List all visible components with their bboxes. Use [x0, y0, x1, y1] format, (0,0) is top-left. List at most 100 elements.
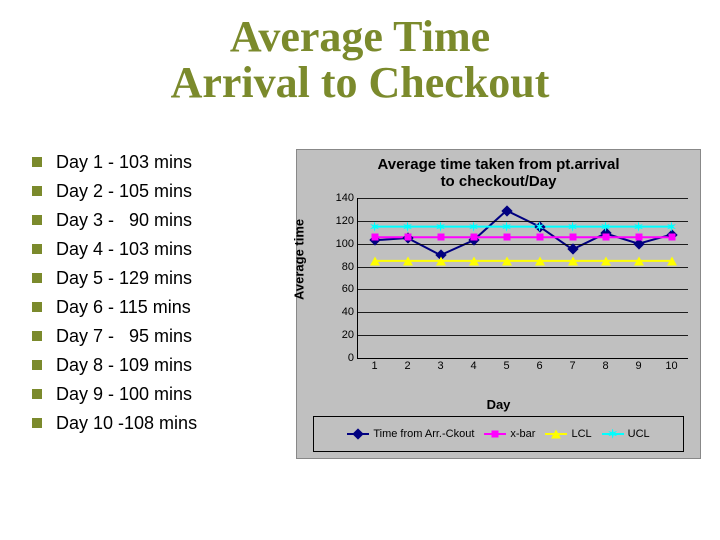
- square-marker-icon: [503, 234, 510, 241]
- bullet-marker-icon: [32, 215, 42, 225]
- x-marker-icon: ✶: [402, 223, 412, 231]
- data-point: [503, 234, 510, 241]
- legend-swatch: [347, 429, 369, 439]
- data-point: [601, 256, 611, 265]
- square-marker-icon: [668, 234, 675, 241]
- data-point: ✶: [534, 223, 544, 231]
- data-point: [635, 234, 642, 241]
- chart-y-axis-label: Average time: [292, 219, 307, 300]
- legend-swatch: [484, 429, 506, 439]
- list-item: Day 8 - 109 mins: [32, 355, 282, 376]
- chart-x-axis-label: Day: [297, 397, 700, 412]
- diamond-marker-icon: [353, 428, 364, 439]
- x-marker-icon: ✶: [369, 223, 379, 231]
- series-line: [375, 211, 672, 256]
- square-marker-icon: [404, 234, 411, 241]
- gridline: [358, 198, 688, 199]
- x-marker-icon: ✶: [633, 223, 643, 231]
- y-tick-label: 40: [342, 306, 358, 318]
- list-item-label: Day 4 - 103 mins: [56, 239, 192, 260]
- legend-item: x-bar: [484, 428, 535, 440]
- square-marker-icon: [470, 234, 477, 241]
- triangle-marker-icon: [634, 256, 644, 265]
- chart-title: Average time taken from pt.arrivalto che…: [297, 156, 700, 191]
- list-item: Day 3 - 90 mins: [32, 210, 282, 231]
- data-point: [503, 207, 511, 215]
- x-marker-icon: ✶: [501, 223, 511, 231]
- gridline: [358, 335, 688, 336]
- x-tick-label: 10: [665, 358, 677, 372]
- x-marker-icon: ✶: [600, 223, 610, 231]
- list-item: Day 5 - 129 mins: [32, 268, 282, 289]
- gridline: [358, 289, 688, 290]
- page-title: Average TimeArrival to Checkout: [0, 14, 720, 106]
- legend-swatch: ✶: [602, 429, 624, 439]
- square-marker-icon: [371, 234, 378, 241]
- square-marker-icon: [635, 234, 642, 241]
- x-marker-icon: ✶: [534, 223, 544, 231]
- legend-label: UCL: [628, 428, 650, 440]
- data-point: [437, 234, 444, 241]
- triangle-marker-icon: [535, 256, 545, 265]
- data-point: [404, 234, 411, 241]
- diamond-marker-icon: [567, 244, 578, 255]
- x-tick-label: 4: [470, 358, 476, 372]
- gridline: [358, 267, 688, 268]
- legend-item: Time from Arr.-Ckout: [347, 428, 474, 440]
- square-marker-icon: [569, 234, 576, 241]
- x-tick-label: 2: [404, 358, 410, 372]
- list-item-label: Day 2 - 105 mins: [56, 181, 192, 202]
- triangle-marker-icon: [568, 256, 578, 265]
- list-item-label: Day 3 - 90 mins: [56, 210, 192, 231]
- data-point: ✶: [633, 223, 643, 231]
- triangle-marker-icon: [370, 256, 380, 265]
- data-point: ✶: [567, 223, 577, 231]
- x-tick-label: 6: [536, 358, 542, 372]
- data-point: [569, 245, 577, 253]
- chart-legend: Time from Arr.-Ckout x-bar LCL ✶ UCL: [313, 416, 684, 452]
- data-point: [403, 256, 413, 265]
- square-marker-icon: [492, 431, 499, 438]
- data-point: [569, 234, 576, 241]
- triangle-marker-icon: [502, 256, 512, 265]
- y-tick-label: 20: [342, 329, 358, 341]
- list-item-label: Day 10 -108 mins: [56, 413, 197, 434]
- triangle-marker-icon: [551, 430, 561, 439]
- y-tick-label: 0: [348, 352, 358, 364]
- data-point: ✶: [600, 223, 610, 231]
- list-item: Day 2 - 105 mins: [32, 181, 282, 202]
- data-point: [469, 256, 479, 265]
- x-tick-label: 9: [635, 358, 641, 372]
- data-point: ✶: [435, 223, 445, 231]
- data-point: [502, 256, 512, 265]
- bullet-marker-icon: [32, 244, 42, 254]
- list-item-label: Day 6 - 115 mins: [56, 297, 191, 318]
- legend-swatch: [545, 429, 567, 439]
- legend-label: LCL: [571, 428, 591, 440]
- data-point: ✶: [402, 223, 412, 231]
- data-point: [635, 240, 643, 248]
- y-tick-label: 100: [336, 238, 358, 250]
- list-item-label: Day 1 - 103 mins: [56, 152, 192, 173]
- list-item: Day 1 - 103 mins: [32, 152, 282, 173]
- list-item: Day 10 -108 mins: [32, 413, 282, 434]
- y-tick-label: 60: [342, 283, 358, 295]
- x-marker-icon: ✶: [608, 430, 618, 438]
- bullet-marker-icon: [32, 331, 42, 341]
- data-point: ✶: [501, 223, 511, 231]
- list-item-label: Day 5 - 129 mins: [56, 268, 192, 289]
- data-point: ✶: [666, 223, 676, 231]
- square-marker-icon: [602, 234, 609, 241]
- data-point: [371, 234, 378, 241]
- chart-title-line: Average time taken from pt.arrival: [377, 156, 619, 173]
- diamond-marker-icon: [501, 205, 512, 216]
- y-tick-label: 80: [342, 261, 358, 273]
- data-point: [668, 234, 675, 241]
- x-marker-icon: ✶: [567, 223, 577, 231]
- x-tick-label: 7: [569, 358, 575, 372]
- gridline: [358, 312, 688, 313]
- x-marker-icon: ✶: [468, 223, 478, 231]
- bullet-marker-icon: [32, 360, 42, 370]
- legend-item: LCL: [545, 428, 591, 440]
- data-point: [470, 234, 477, 241]
